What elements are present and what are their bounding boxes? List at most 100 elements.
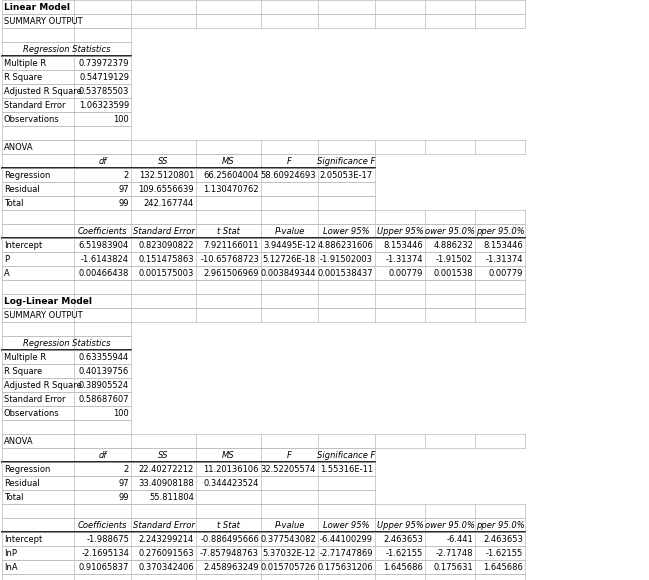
Text: Standard Error: Standard Error — [4, 100, 66, 110]
Text: ower 95.0%: ower 95.0% — [425, 520, 475, 530]
Text: F: F — [287, 157, 292, 165]
Text: Log-Linear Model: Log-Linear Model — [4, 296, 92, 306]
Text: Intercept: Intercept — [4, 241, 42, 249]
Text: df: df — [98, 451, 106, 459]
Text: pper 95.0%: pper 95.0% — [476, 227, 524, 235]
Text: 100: 100 — [113, 408, 129, 418]
Text: 2.05053E-17: 2.05053E-17 — [320, 171, 373, 179]
Text: 0.370342406: 0.370342406 — [138, 563, 194, 571]
Text: 1.645686: 1.645686 — [483, 563, 523, 571]
Text: R Square: R Square — [4, 367, 42, 375]
Text: 58.60924693: 58.60924693 — [260, 171, 316, 179]
Text: 0.58687607: 0.58687607 — [79, 394, 129, 404]
Text: Adjusted R Square: Adjusted R Square — [4, 86, 82, 96]
Text: SS: SS — [158, 157, 169, 165]
Text: 6.51983904: 6.51983904 — [79, 241, 129, 249]
Text: -1.6143824: -1.6143824 — [81, 255, 129, 263]
Text: P-value: P-value — [275, 227, 304, 235]
Text: -6.441: -6.441 — [447, 535, 473, 543]
Text: 33.40908188: 33.40908188 — [138, 478, 194, 488]
Text: 97: 97 — [118, 478, 129, 488]
Text: 99: 99 — [119, 198, 129, 208]
Text: F: F — [287, 451, 292, 459]
Text: Significance F: Significance F — [317, 157, 376, 165]
Text: 0.377543082: 0.377543082 — [260, 535, 316, 543]
Text: Observations: Observations — [4, 408, 60, 418]
Text: 109.6556639: 109.6556639 — [138, 184, 194, 194]
Text: 0.001538: 0.001538 — [434, 269, 473, 277]
Text: 0.276091563: 0.276091563 — [138, 549, 194, 557]
Text: ANOVA: ANOVA — [4, 437, 34, 445]
Text: ower 95.0%: ower 95.0% — [425, 227, 475, 235]
Text: Coefficients: Coefficients — [78, 227, 127, 235]
Text: -10.65768723: -10.65768723 — [200, 255, 259, 263]
Text: 11.20136106: 11.20136106 — [204, 465, 259, 473]
Text: 0.344423524: 0.344423524 — [204, 478, 259, 488]
Text: -1.988675: -1.988675 — [86, 535, 129, 543]
Text: Residual: Residual — [4, 478, 40, 488]
Text: InA: InA — [4, 563, 18, 571]
Text: Intercept: Intercept — [4, 535, 42, 543]
Text: Residual: Residual — [4, 184, 40, 194]
Text: 66.25604004: 66.25604004 — [204, 171, 259, 179]
Text: 1.130470762: 1.130470762 — [203, 184, 259, 194]
Text: 2: 2 — [124, 465, 129, 473]
Text: 5.12726E-18: 5.12726E-18 — [263, 255, 316, 263]
Text: df: df — [98, 157, 106, 165]
Text: Multiple R: Multiple R — [4, 353, 46, 361]
Text: -7.857948763: -7.857948763 — [200, 549, 259, 557]
Text: 8.153446: 8.153446 — [484, 241, 523, 249]
Text: Total: Total — [4, 492, 23, 502]
Text: 0.53785503: 0.53785503 — [79, 86, 129, 96]
Text: 242.167744: 242.167744 — [143, 198, 194, 208]
Text: 2.961506969: 2.961506969 — [204, 269, 259, 277]
Text: -1.91502003: -1.91502003 — [320, 255, 373, 263]
Text: Coefficients: Coefficients — [78, 520, 127, 530]
Text: MS: MS — [222, 451, 235, 459]
Text: -0.886495666: -0.886495666 — [200, 535, 259, 543]
Text: 0.175631206: 0.175631206 — [317, 563, 373, 571]
Text: MS: MS — [222, 157, 235, 165]
Text: 0.91065837: 0.91065837 — [79, 563, 129, 571]
Text: 2.463653: 2.463653 — [383, 535, 423, 543]
Text: 0.54719129: 0.54719129 — [79, 72, 129, 82]
Text: 55.811804: 55.811804 — [149, 492, 194, 502]
Text: 0.003849344: 0.003849344 — [260, 269, 316, 277]
Text: 0.175631: 0.175631 — [434, 563, 473, 571]
Text: SS: SS — [158, 451, 169, 459]
Text: Significance F: Significance F — [317, 451, 376, 459]
Text: 0.015705726: 0.015705726 — [260, 563, 316, 571]
Text: 0.823090822: 0.823090822 — [138, 241, 194, 249]
Text: -1.31374: -1.31374 — [485, 255, 523, 263]
Text: 132.5120801: 132.5120801 — [139, 171, 194, 179]
Text: -1.62155: -1.62155 — [485, 549, 523, 557]
Text: 2.458963249: 2.458963249 — [204, 563, 259, 571]
Text: SUMMARY OUTPUT: SUMMARY OUTPUT — [4, 310, 82, 320]
Text: -2.71747869: -2.71747869 — [319, 549, 373, 557]
Text: 0.00466438: 0.00466438 — [79, 269, 129, 277]
Text: Regression: Regression — [4, 171, 51, 179]
Text: 0.38905524: 0.38905524 — [79, 380, 129, 390]
Text: P-value: P-value — [275, 520, 304, 530]
Text: 97: 97 — [118, 184, 129, 194]
Text: Standard Error: Standard Error — [4, 394, 66, 404]
Text: 4.886232: 4.886232 — [433, 241, 473, 249]
Text: SUMMARY OUTPUT: SUMMARY OUTPUT — [4, 16, 82, 26]
Text: Linear Model: Linear Model — [4, 2, 70, 12]
Text: 3.94495E-12: 3.94495E-12 — [263, 241, 316, 249]
Text: -6.44100299: -6.44100299 — [320, 535, 373, 543]
Text: Regression: Regression — [4, 465, 51, 473]
Text: 2: 2 — [124, 171, 129, 179]
Text: InP: InP — [4, 549, 17, 557]
Text: R Square: R Square — [4, 72, 42, 82]
Text: 1.645686: 1.645686 — [383, 563, 423, 571]
Text: 100: 100 — [113, 114, 129, 124]
Text: -1.31374: -1.31374 — [386, 255, 423, 263]
Text: 0.001538437: 0.001538437 — [317, 269, 373, 277]
Text: 7.921166011: 7.921166011 — [204, 241, 259, 249]
Text: Adjusted R Square: Adjusted R Square — [4, 380, 82, 390]
Text: 0.00779: 0.00779 — [489, 269, 523, 277]
Text: t Stat: t Stat — [217, 227, 240, 235]
Text: 99: 99 — [119, 492, 129, 502]
Text: Upper 95%: Upper 95% — [376, 227, 423, 235]
